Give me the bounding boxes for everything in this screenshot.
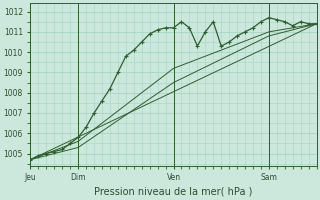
X-axis label: Pression niveau de la mer( hPa ): Pression niveau de la mer( hPa ) <box>94 187 253 197</box>
